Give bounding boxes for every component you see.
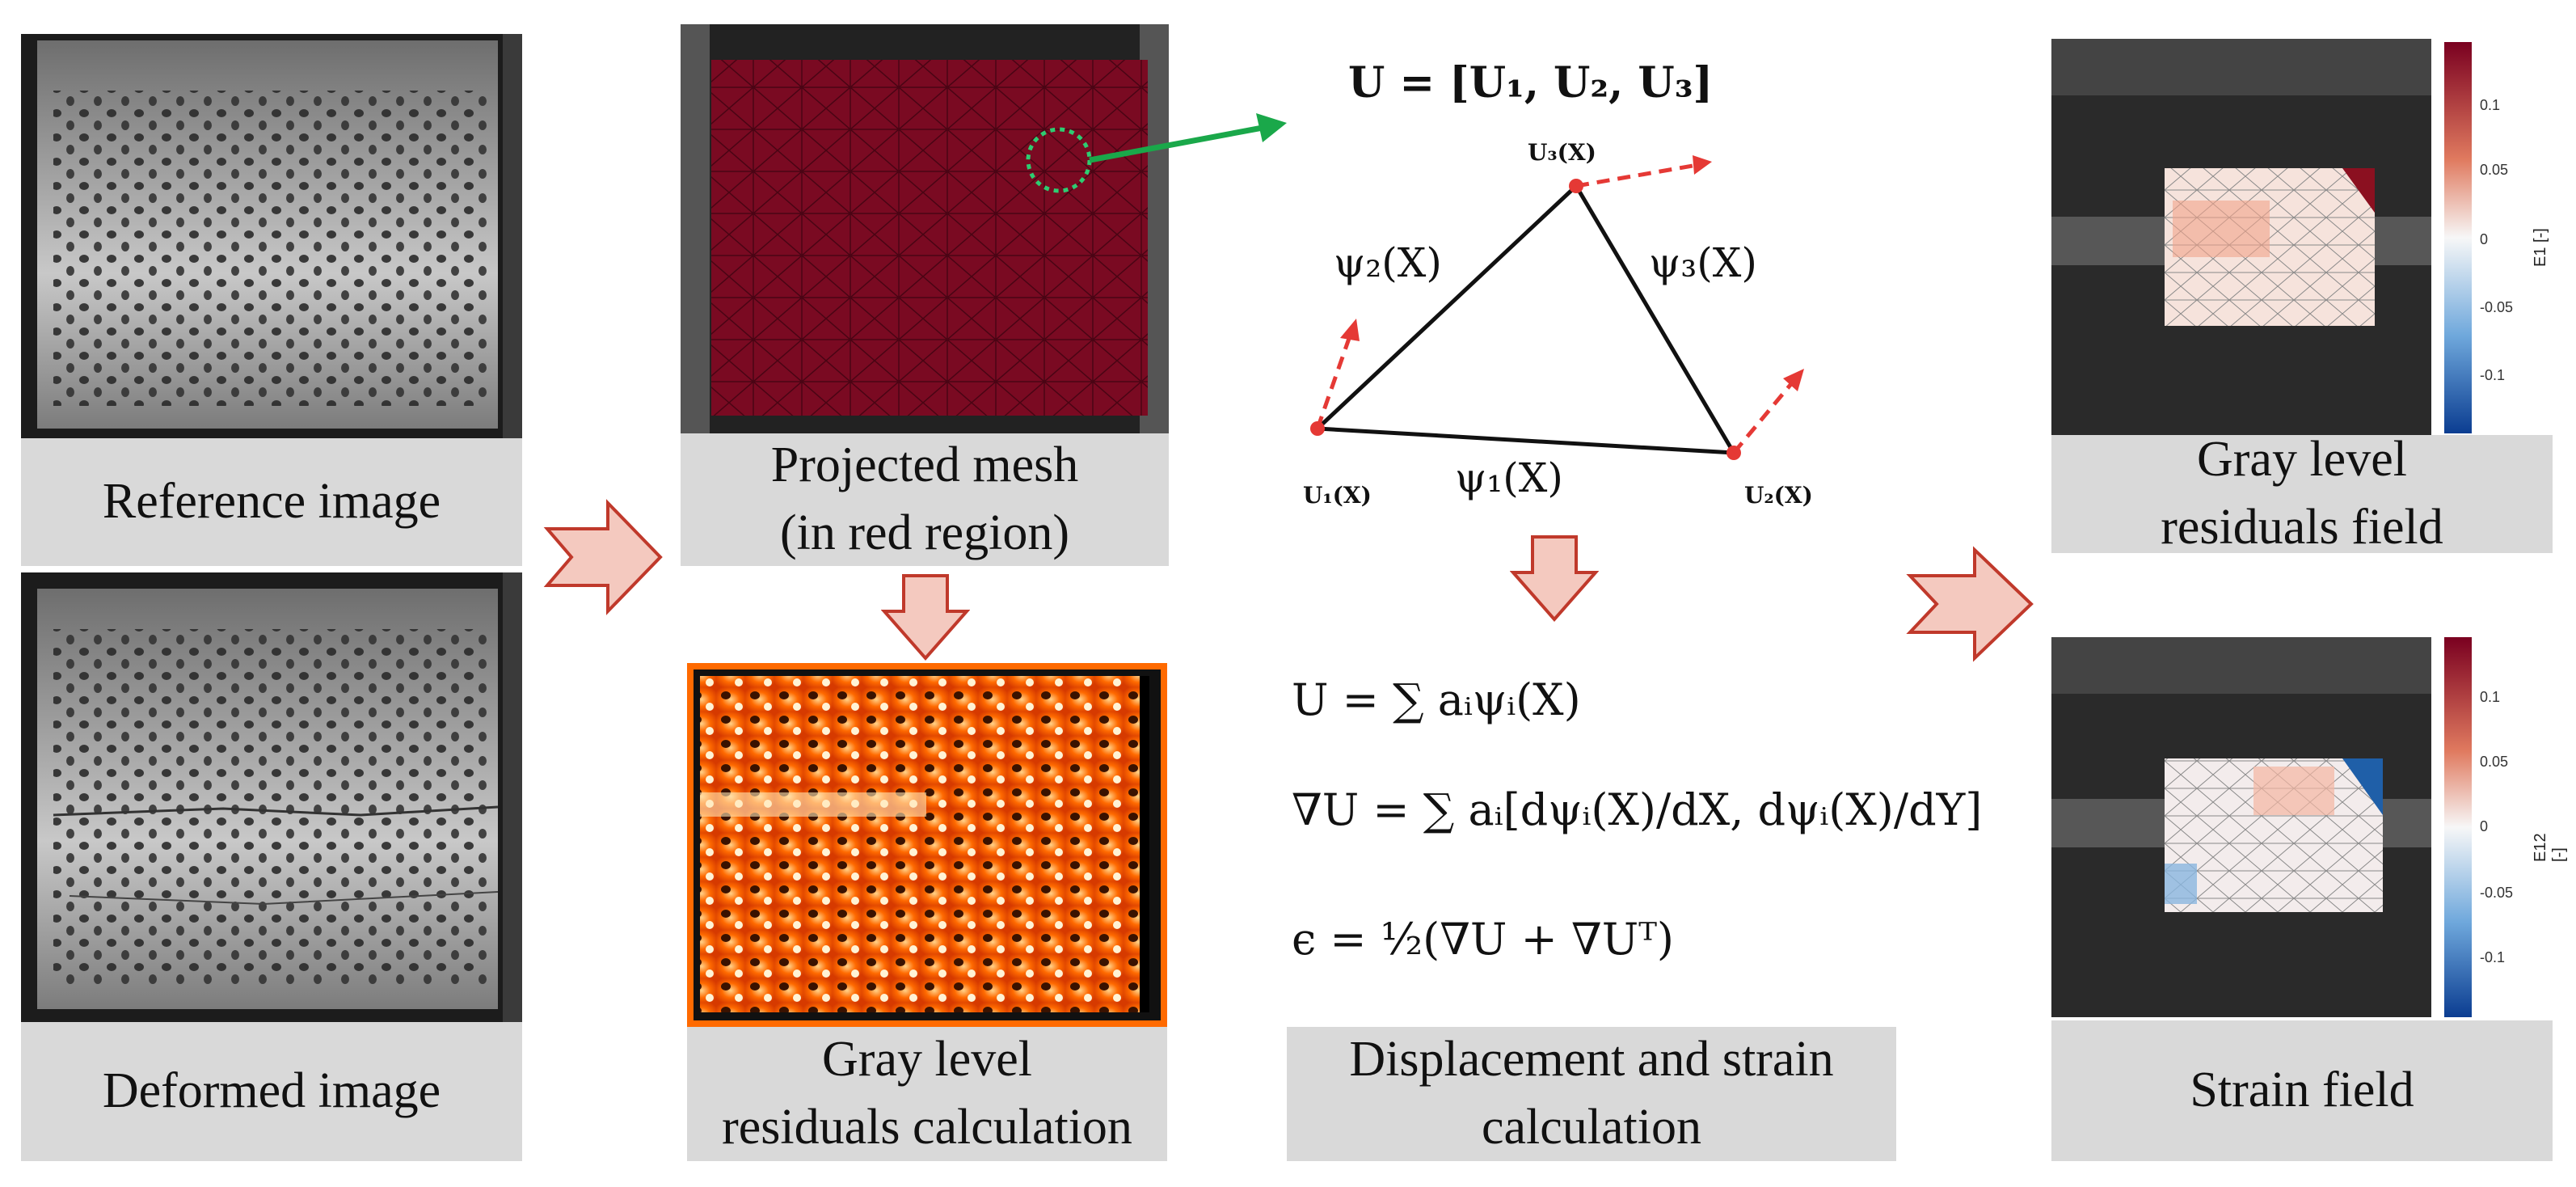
projected-mesh-image [681, 24, 1169, 433]
colorbar-bottom-label: E12 [-] [2532, 833, 2568, 862]
node2-label: U₂(X) [1744, 482, 1813, 509]
colorbar-bottom-tick-1: 0.1 [2480, 689, 2501, 705]
psi3-label: ψ₃(X) [1649, 239, 1757, 286]
residuals-field-caption: Gray level residuals field [2051, 432, 2553, 555]
deformed-speckle-photo [21, 572, 522, 1022]
node3-label: U₃(X) [1528, 139, 1596, 166]
colorbar-bottom-tick-4: -0.05 [2480, 885, 2514, 901]
deformed-caption: Deformed image [21, 1022, 522, 1161]
flow-arrow-right-icon [1906, 546, 2034, 662]
equation-displacement: U = ∑ aᵢψᵢ(X) [1292, 674, 1581, 725]
residuals-heatmap [694, 670, 1161, 1020]
equation-strain: ϵ = ½(∇U + ∇Uᵀ) [1292, 914, 1674, 965]
colorbar-bottom-tick-2: 0.05 [2480, 754, 2509, 770]
colorbar-bottom [2444, 637, 2472, 1017]
strain-field-image [2051, 637, 2431, 1017]
displacement-caption: Displacement and strain calculation [1287, 1027, 1896, 1161]
flow-arrow-down-icon [881, 574, 970, 661]
flow-arrow-down-icon [1510, 535, 1599, 623]
triangle-element-diagram [1310, 155, 1804, 460]
reference-speckle-photo [21, 34, 522, 438]
psi1-label: ψ₁(X) [1455, 454, 1563, 501]
colorbar-top-tick-5: -0.1 [2480, 367, 2506, 383]
colorbar-bottom-tick-5: -0.1 [2480, 949, 2506, 965]
flow-arrow-right-icon [543, 499, 663, 615]
strain-field-plot [2051, 637, 2431, 1017]
colorbar-top-tick-4: -0.05 [2480, 299, 2514, 315]
colorbar-top-label: E1 [-] [2532, 228, 2549, 267]
strain-field-caption: Strain field [2051, 1020, 2553, 1161]
colorbar-top-tick-3: 0 [2480, 231, 2489, 247]
residuals-calc-image [687, 663, 1167, 1027]
reference-caption: Reference image [21, 438, 522, 566]
node1-label: U₁(X) [1303, 482, 1372, 509]
colorbar-top-tick-1: 0.1 [2480, 97, 2501, 113]
residuals-calc-caption: Gray level residuals calculation [687, 1027, 1167, 1161]
zoom-arrow-icon [1089, 113, 1287, 163]
colorbar-bottom-tick-3: 0 [2480, 818, 2489, 834]
equation-gradient: ∇U = ∑ aᵢ[dψᵢ(X)/dX, dψᵢ(X)/dY] [1292, 784, 1983, 835]
residuals-field-image [2051, 39, 2431, 435]
projected-caption: Projected mesh (in red region) [681, 433, 1169, 566]
colorbar-top-tick-2: 0.05 [2480, 162, 2509, 178]
reference-image [21, 34, 522, 438]
deformed-image [21, 572, 522, 1022]
u-vector-formula: U = [U₁, U₂, U₃] [1348, 58, 1714, 108]
colorbar-top [2444, 42, 2472, 433]
psi2-label: ψ₂(X) [1334, 239, 1442, 286]
residuals-field-plot [2051, 39, 2431, 435]
mesh-overlay [681, 24, 1169, 433]
